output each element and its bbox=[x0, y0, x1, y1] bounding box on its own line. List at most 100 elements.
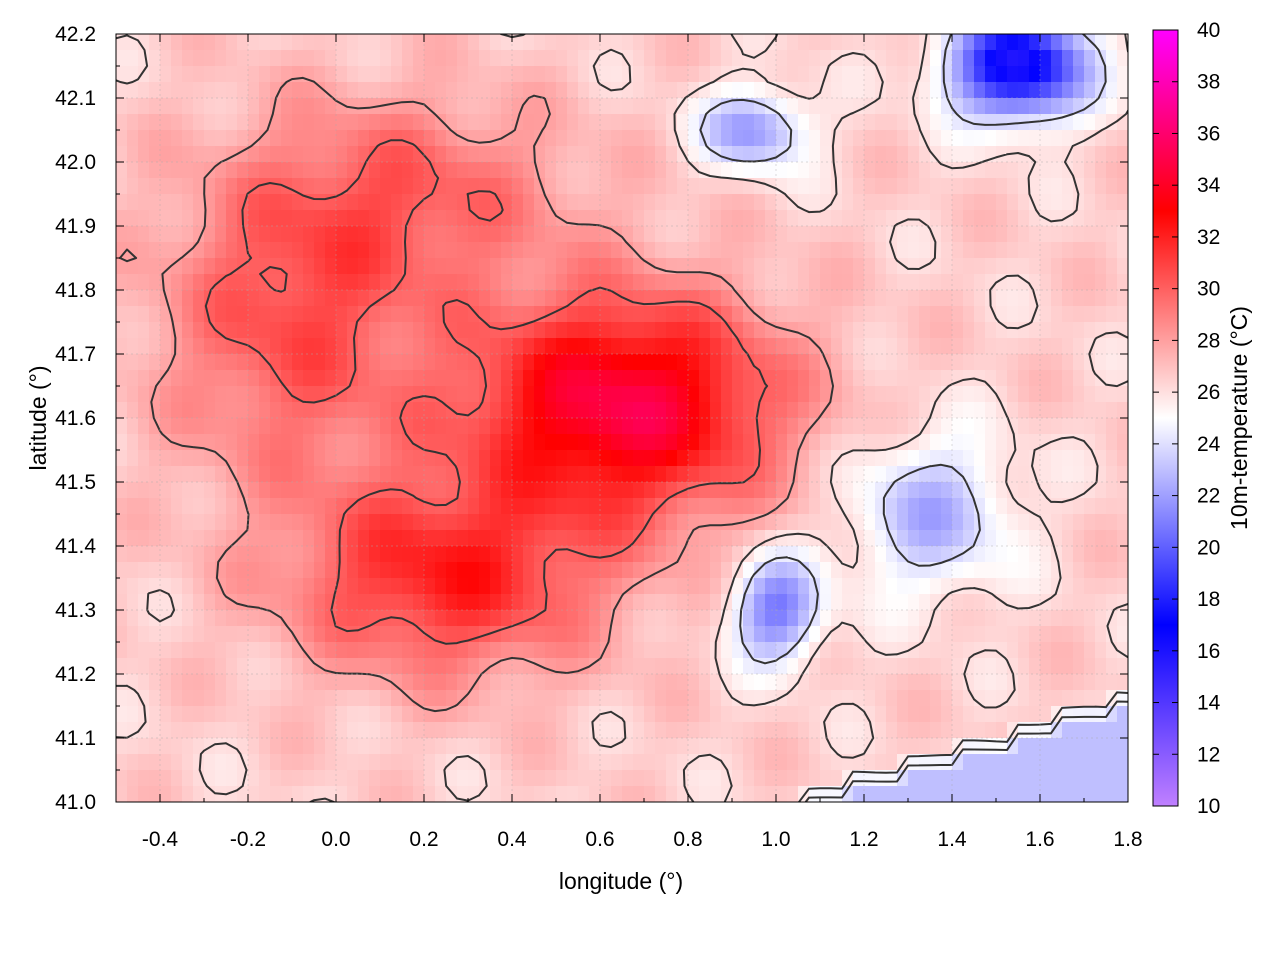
heat-cell bbox=[1117, 594, 1128, 611]
heat-cell bbox=[765, 146, 777, 163]
heat-cell bbox=[182, 514, 194, 531]
heat-cell bbox=[754, 290, 766, 307]
heat-cell bbox=[897, 578, 909, 595]
heat-cell bbox=[919, 370, 931, 387]
heat-cell bbox=[644, 658, 656, 675]
heat-cell bbox=[622, 786, 634, 802]
heat-cell bbox=[523, 306, 535, 323]
heat-cell bbox=[765, 482, 777, 499]
heat-cell bbox=[941, 210, 953, 227]
heat-cell bbox=[138, 258, 150, 275]
heat-cell bbox=[1040, 274, 1052, 291]
heat-cell bbox=[501, 50, 513, 67]
heat-cell bbox=[743, 210, 755, 227]
heat-cell bbox=[490, 610, 502, 627]
heat-cell bbox=[237, 498, 249, 515]
heat-cell bbox=[1073, 370, 1085, 387]
heat-cell bbox=[589, 306, 601, 323]
heat-cell bbox=[182, 642, 194, 659]
heat-cell bbox=[677, 114, 689, 131]
heat-cell bbox=[171, 610, 183, 627]
heat-cell bbox=[545, 434, 557, 451]
heat-cell bbox=[963, 274, 975, 291]
heat-cell bbox=[248, 386, 260, 403]
heat-cell bbox=[292, 130, 304, 147]
heat-cell bbox=[1106, 146, 1118, 163]
heat-cell bbox=[281, 434, 293, 451]
heat-cell bbox=[809, 242, 821, 259]
heat-cell bbox=[787, 274, 799, 291]
heat-cell bbox=[875, 338, 887, 355]
heat-cell bbox=[545, 578, 557, 595]
heat-cell bbox=[688, 66, 700, 83]
heat-cell bbox=[259, 722, 271, 739]
heat-cell bbox=[314, 514, 326, 531]
heat-cell bbox=[347, 386, 359, 403]
heat-cell bbox=[842, 258, 854, 275]
heat-cell bbox=[303, 626, 315, 643]
heat-cell bbox=[358, 354, 370, 371]
heat-cell bbox=[600, 258, 612, 275]
heat-cell bbox=[666, 66, 678, 83]
heat-cell bbox=[193, 546, 205, 563]
heat-cell bbox=[754, 514, 766, 531]
heat-cell bbox=[237, 706, 249, 723]
heat-cell bbox=[897, 226, 909, 243]
heat-cell bbox=[204, 354, 216, 371]
heat-cell bbox=[303, 546, 315, 563]
heat-cell bbox=[633, 370, 645, 387]
heat-cell bbox=[908, 466, 920, 483]
heat-cell bbox=[380, 194, 392, 211]
heat-cell bbox=[809, 370, 821, 387]
heat-cell bbox=[237, 482, 249, 499]
heat-cell bbox=[622, 594, 634, 611]
heat-cell bbox=[1117, 386, 1128, 403]
heat-cell bbox=[545, 466, 557, 483]
heat-cell bbox=[270, 82, 282, 99]
heat-cell bbox=[941, 402, 953, 419]
heat-cell bbox=[952, 642, 964, 659]
heat-cell bbox=[457, 466, 469, 483]
heat-cell bbox=[963, 226, 975, 243]
heat-cell bbox=[501, 162, 513, 179]
heat-cell bbox=[1029, 562, 1041, 579]
heat-cell bbox=[842, 274, 854, 291]
heat-cell bbox=[1095, 338, 1107, 355]
heat-cell bbox=[1040, 498, 1052, 515]
heat-cell bbox=[886, 658, 898, 675]
heat-cell bbox=[809, 338, 821, 355]
heat-cell bbox=[171, 466, 183, 483]
heat-cell bbox=[127, 594, 139, 611]
heat-cell bbox=[710, 418, 722, 435]
heat-cell bbox=[798, 594, 810, 611]
heat-cell bbox=[457, 82, 469, 99]
heat-cell bbox=[1095, 402, 1107, 419]
heat-cell bbox=[369, 274, 381, 291]
heat-cell bbox=[600, 210, 612, 227]
y-tick-label: 41.6 bbox=[55, 407, 96, 430]
heat-cell bbox=[457, 754, 469, 771]
heat-cell bbox=[1051, 258, 1063, 275]
heat-cell bbox=[974, 546, 986, 563]
heat-cell bbox=[193, 274, 205, 291]
y-tick-label: 41.4 bbox=[55, 535, 96, 558]
heat-cell bbox=[688, 354, 700, 371]
heat-cell bbox=[182, 482, 194, 499]
heat-cell bbox=[149, 290, 161, 307]
heat-cell bbox=[556, 562, 568, 579]
heat-cell bbox=[1084, 386, 1096, 403]
heat-cell bbox=[248, 66, 260, 83]
heat-cell bbox=[215, 674, 227, 691]
heat-cell bbox=[677, 514, 689, 531]
heat-cell bbox=[886, 466, 898, 483]
heat-cell bbox=[611, 498, 623, 515]
heat-cell bbox=[545, 594, 557, 611]
heat-cell bbox=[897, 386, 909, 403]
heat-cell bbox=[809, 594, 821, 611]
heat-cell bbox=[1018, 690, 1030, 707]
heat-cell bbox=[875, 434, 887, 451]
heat-cell bbox=[193, 658, 205, 675]
heat-cell bbox=[160, 626, 172, 643]
heat-cell bbox=[666, 498, 678, 515]
y-tick-label: 42.1 bbox=[55, 87, 96, 110]
